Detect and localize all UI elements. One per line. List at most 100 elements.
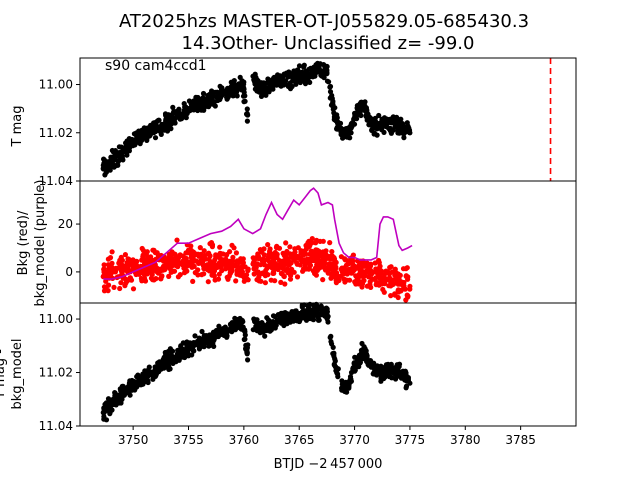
top-point [352, 115, 358, 121]
middle-point [119, 266, 125, 273]
top-series-0-points [100, 60, 413, 178]
bottom-point [108, 402, 114, 408]
top-point [108, 159, 114, 165]
top-point [374, 132, 380, 138]
middle-point [206, 250, 212, 256]
bottom-point [270, 313, 277, 319]
bottom-point [184, 339, 190, 345]
middle-point [302, 257, 308, 263]
top-point [176, 106, 182, 112]
bottom-point [225, 328, 231, 335]
middle-point [197, 245, 203, 251]
middle-bkg-model-line [103, 187, 413, 280]
xtick-label: 3780 [450, 433, 481, 447]
bottom-point [332, 356, 338, 362]
middle-point [294, 274, 301, 280]
top-point [327, 84, 333, 90]
middle-point [181, 259, 187, 265]
middle-point [192, 270, 198, 276]
bottom-point [306, 307, 312, 313]
bottom-point [118, 400, 124, 406]
top-point [244, 110, 250, 117]
top-point [381, 115, 388, 121]
middle-point [236, 259, 242, 266]
top-point [114, 151, 120, 157]
middle-point [117, 285, 123, 292]
middle-point [159, 273, 165, 279]
bottom-point [333, 364, 339, 370]
top-point [308, 71, 314, 77]
top-point [155, 117, 161, 123]
middle-point [329, 249, 335, 255]
middle-point [224, 274, 230, 280]
top-point [355, 111, 361, 118]
middle-point [182, 270, 188, 276]
middle-point [282, 253, 288, 259]
middle-point [402, 286, 408, 292]
middle-point [261, 252, 267, 258]
bottom-point [230, 324, 236, 330]
top-point [111, 164, 117, 170]
bottom-point [291, 313, 297, 319]
bottom-ytick-label: 11.02 [39, 366, 73, 380]
top-point [163, 120, 169, 126]
top-point [258, 93, 265, 99]
top-point [354, 105, 360, 111]
middle-series-0-points [100, 236, 413, 303]
top-point [174, 110, 180, 117]
middle-point [139, 245, 145, 252]
middle-point [322, 266, 328, 272]
middle-point [280, 259, 286, 265]
middle-point [123, 267, 129, 273]
middle-point [201, 271, 207, 277]
bottom-point [368, 364, 374, 370]
bottom-point [189, 352, 195, 358]
middle-point [109, 260, 115, 266]
top-ytick-label: 11.04 [39, 174, 73, 188]
bottom-point [352, 364, 358, 370]
top-point [403, 124, 409, 130]
top-point [346, 130, 352, 136]
top-point [334, 124, 340, 130]
middle-point [287, 244, 293, 250]
bottom-point [306, 315, 312, 322]
top-point [131, 131, 137, 137]
bottom-point [262, 333, 268, 339]
top-point [297, 76, 303, 82]
top-point [360, 101, 366, 107]
top-point [333, 118, 339, 124]
top-point [268, 85, 274, 92]
middle-point [378, 268, 384, 274]
middle-point [324, 254, 330, 261]
top-panel-tmag: 11.00 11.02 11.04 [39, 57, 577, 188]
middle-point [119, 262, 125, 268]
bottom-ylabel-line2: bkg_model [10, 338, 25, 409]
middle-point [224, 252, 230, 258]
middle-point [211, 262, 217, 268]
middle-point [292, 249, 298, 255]
bottom-point [359, 340, 365, 347]
bottom-point [219, 329, 225, 335]
middle-point [230, 254, 236, 260]
middle-point [197, 259, 203, 265]
bottom-point [334, 370, 340, 376]
middle-point [209, 272, 215, 278]
middle-point [272, 249, 278, 256]
middle-point [142, 272, 148, 278]
bottom-point [234, 325, 241, 331]
top-point [286, 69, 292, 75]
middle-point [265, 242, 271, 248]
bottom-point [385, 371, 391, 377]
bottom-point [174, 351, 180, 357]
top-point [244, 118, 250, 124]
middle-point [368, 271, 374, 277]
middle-point [108, 269, 114, 275]
middle-point [327, 240, 333, 246]
middle-ytick-label: 0 [65, 265, 73, 279]
middle-point [100, 274, 106, 280]
middle-point [346, 266, 352, 273]
middle-point [106, 282, 112, 288]
xtick-label: 3755 [173, 433, 204, 447]
middle-point [313, 254, 319, 261]
bottom-point [257, 327, 264, 333]
